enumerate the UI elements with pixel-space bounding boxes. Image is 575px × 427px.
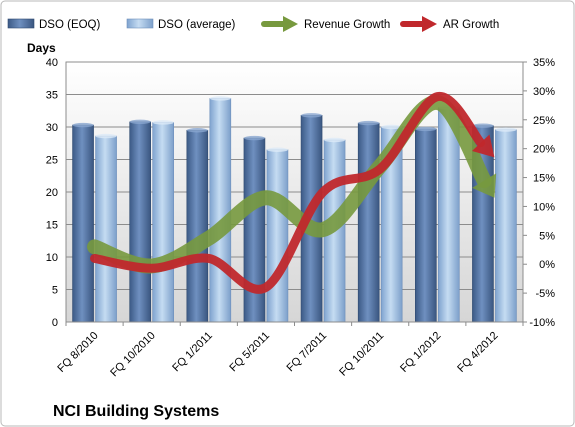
legend: DSO (EOQ) DSO (average) Revenue Growth AR G… <box>7 16 499 32</box>
bar-top <box>472 123 494 128</box>
bar-top <box>95 133 117 139</box>
y-tick-label: 40 <box>46 57 58 69</box>
y2-tick-label: 35% <box>533 57 555 69</box>
y2-tick-label: 20% <box>533 144 555 156</box>
legend-label: AR Growth <box>443 19 499 31</box>
legend-swatch <box>126 18 154 29</box>
y-tick-label: 20 <box>46 187 58 199</box>
bar <box>72 124 94 323</box>
y-tick-label: 15 <box>46 220 58 232</box>
series-line <box>90 92 486 294</box>
bar-top <box>152 120 174 125</box>
y2-tick-label: 30% <box>533 86 555 98</box>
y-tick-label: 35 <box>46 90 58 102</box>
bar <box>129 121 151 323</box>
y-tick-label: 5 <box>52 285 58 297</box>
growth-lines <box>87 92 497 294</box>
bar <box>209 98 232 323</box>
legend-label: DSO (EOQ) <box>39 19 101 31</box>
y2-tick-label: 10% <box>533 201 555 213</box>
bar <box>186 129 209 323</box>
bar-top <box>209 96 231 101</box>
bar <box>357 122 380 323</box>
bar-top <box>129 119 151 125</box>
y-tick-label: 10 <box>46 252 58 264</box>
chart-title: NCI Building Systems <box>53 403 219 420</box>
bar-top <box>381 124 403 130</box>
y2-tick-label: 15% <box>533 173 555 185</box>
bar <box>152 122 174 323</box>
bar-top <box>243 135 265 141</box>
series-arrowhead <box>472 173 497 198</box>
bar-top <box>358 120 380 126</box>
y2-tick-label: -10% <box>529 317 555 329</box>
bar-top <box>495 127 517 132</box>
bar-top <box>415 126 437 132</box>
y2-tick-label: 25% <box>533 115 555 127</box>
bar-top <box>72 122 94 128</box>
legend-swatch-head <box>422 16 437 32</box>
bar <box>95 135 117 323</box>
legend-label: DSO (average) <box>158 19 236 31</box>
bar <box>438 107 460 323</box>
bar-top <box>186 128 208 133</box>
bar-top <box>266 147 288 152</box>
y-tick-label: 0 <box>52 317 58 329</box>
legend-swatch-head <box>283 16 298 32</box>
y-axis-title: Days <box>27 41 56 55</box>
y2-tick-label: 0% <box>539 259 555 271</box>
y2-tick-label: 5% <box>539 230 555 242</box>
bar <box>415 128 437 323</box>
y-tick-label: 30 <box>46 122 58 134</box>
bar <box>495 129 517 323</box>
series-arrowhead <box>471 134 495 158</box>
y-tick-label: 25 <box>46 155 58 167</box>
bar-top <box>301 113 323 118</box>
legend-label: Revenue Growth <box>304 19 390 31</box>
bar-top <box>324 137 346 143</box>
bar <box>266 149 289 323</box>
y2-tick-label: -5% <box>535 288 555 300</box>
legend-swatch <box>7 18 35 29</box>
bar <box>243 137 266 323</box>
